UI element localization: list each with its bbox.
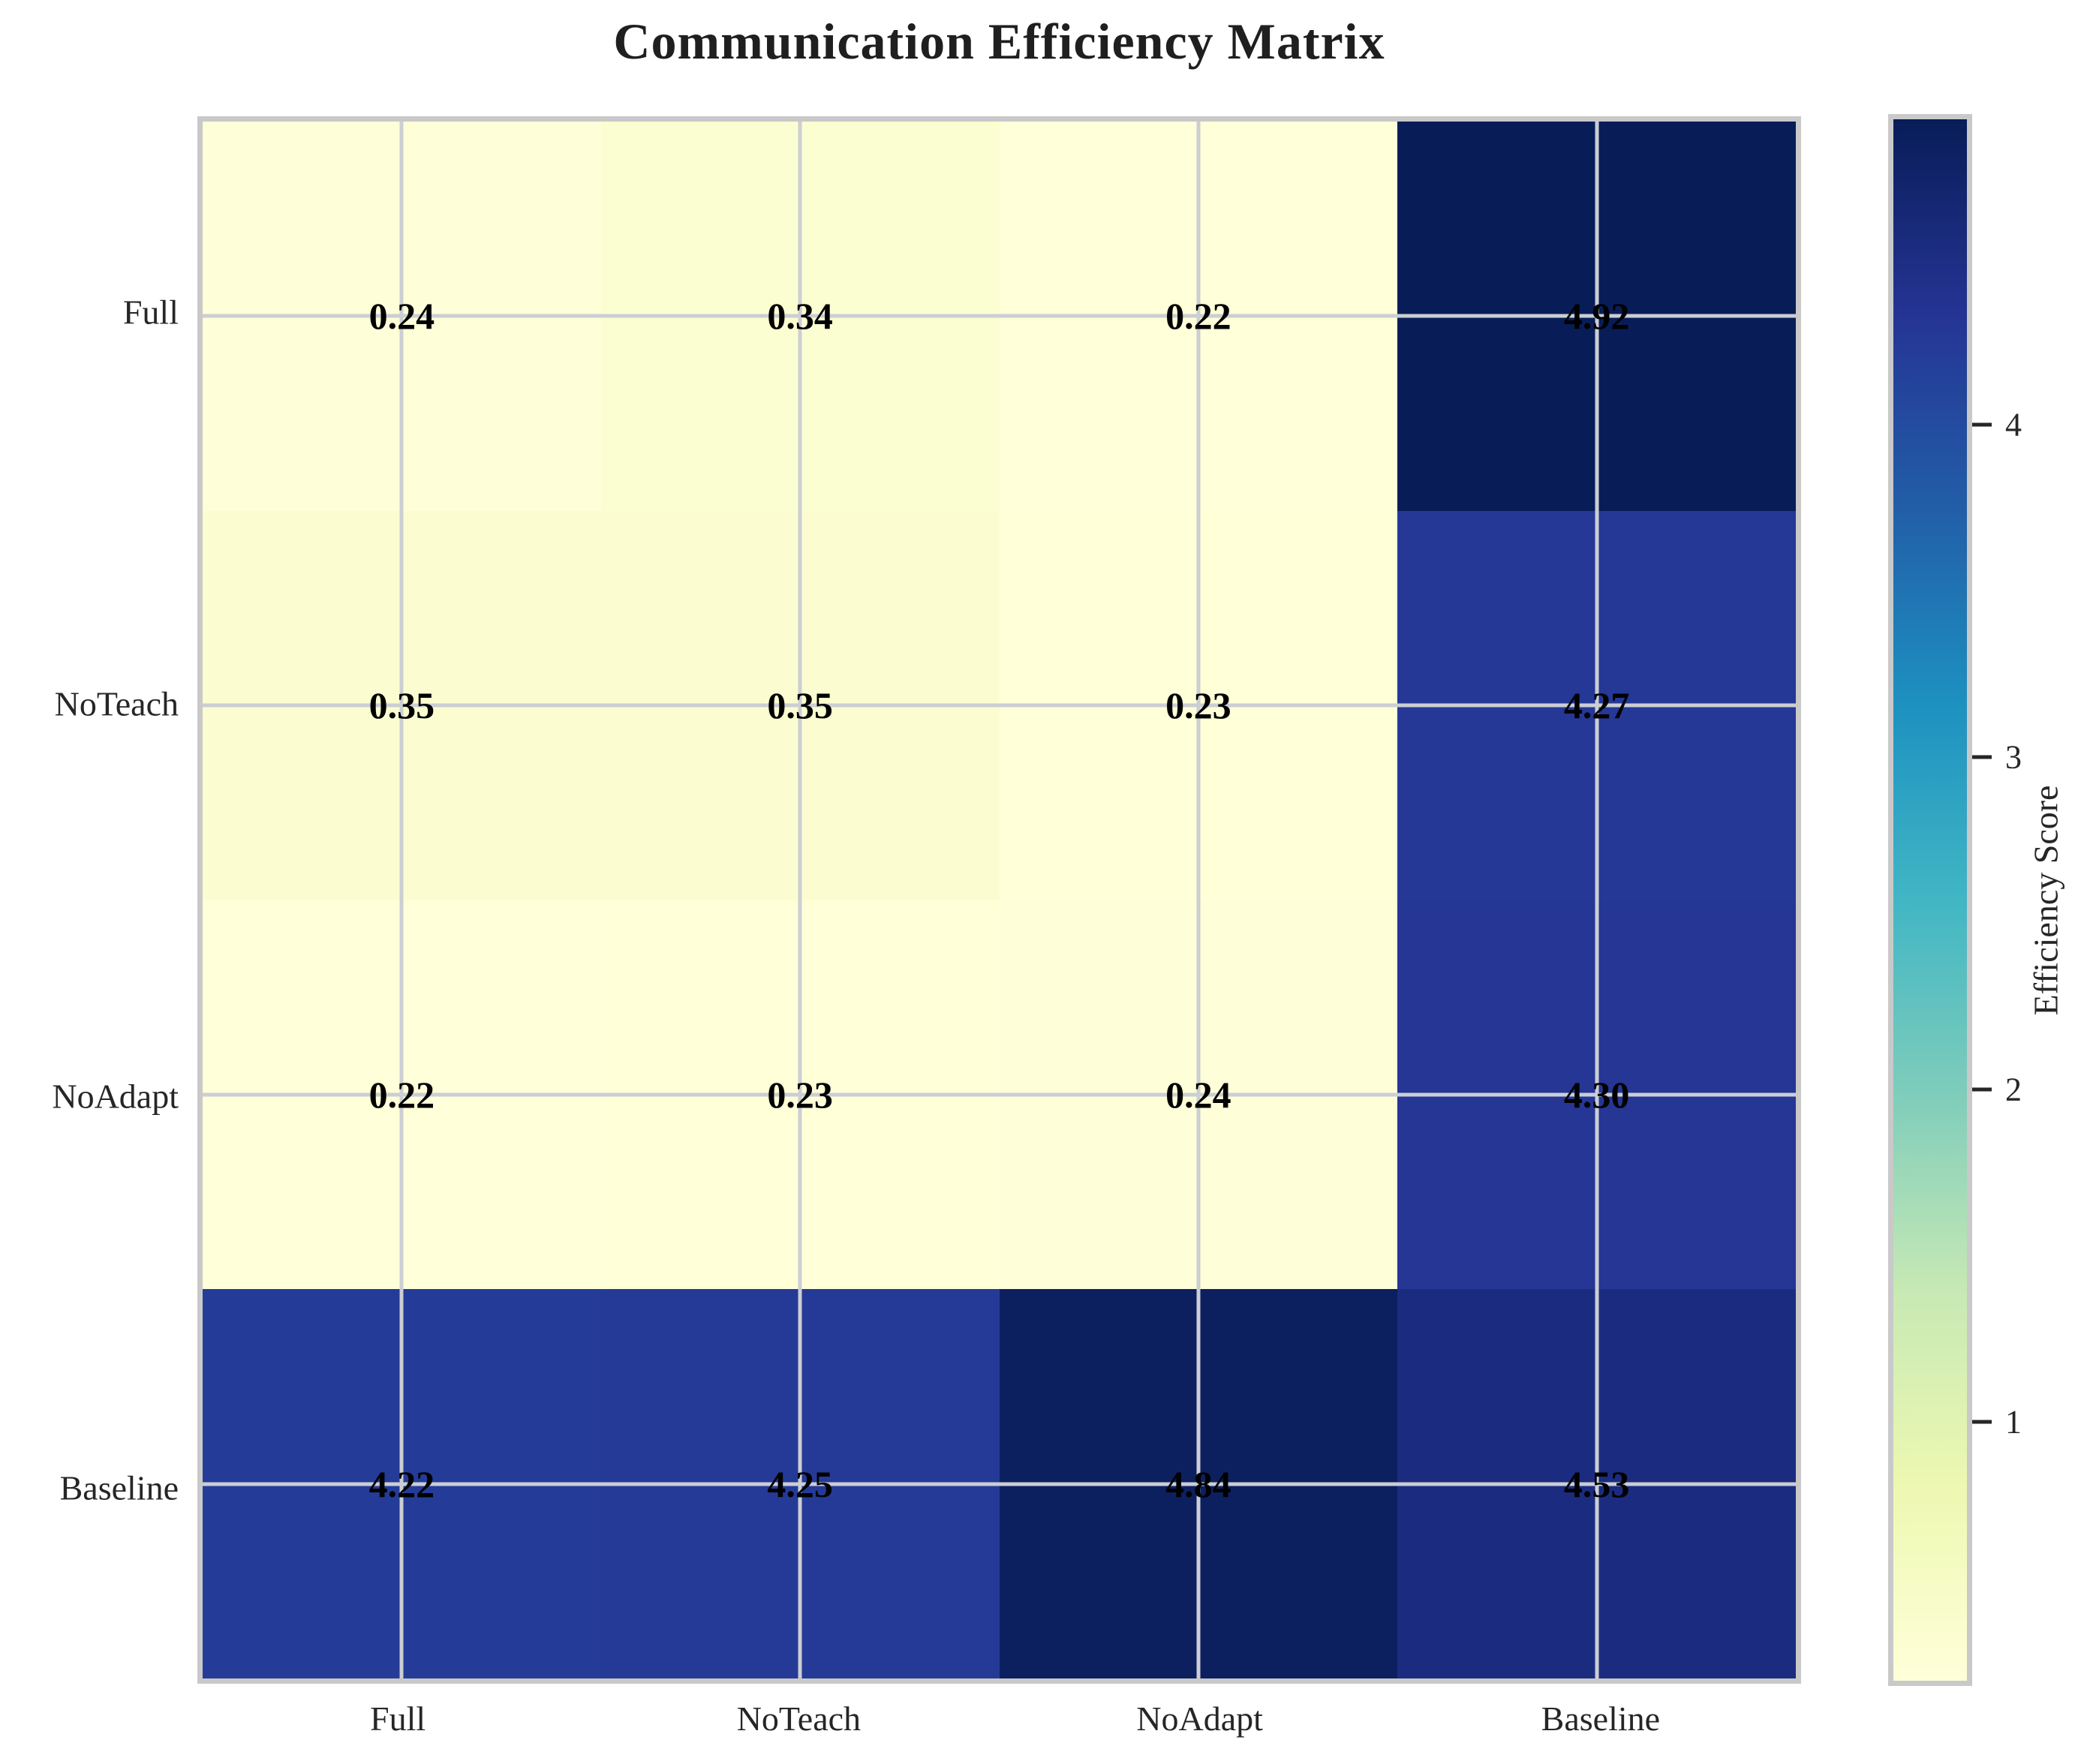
colorbar-ticks: 4 3 2 1 — [1972, 119, 2092, 1681]
cell-value: 0.22 — [368, 1073, 435, 1116]
chart-title: Communication Efficiency Matrix — [613, 13, 1385, 70]
colorbar-tick-label-3: 3 — [2005, 738, 2022, 776]
heatmap-cells: 0.24 0.34 0.22 4.92 0.35 0.35 0.23 4.27 0.22 0.23… — [203, 122, 1796, 1678]
heatmap-cell-Full-Baseline: 4.92 — [1397, 122, 1796, 511]
colorbar-gradient — [1893, 119, 1967, 1681]
y-tick-label-Baseline: Baseline — [59, 1468, 179, 1507]
heatmap-cell-Full-NoAdapt: 0.22 — [999, 122, 1398, 511]
heatmap-cell-Baseline-NoTeach: 4.25 — [600, 1289, 1000, 1678]
heatmap-cell-NoTeach-Baseline: 4.27 — [1397, 510, 1796, 900]
cell-value: 4.22 — [368, 1462, 435, 1505]
cell-value: 4.92 — [1563, 295, 1630, 338]
x-tick-label-NoAdapt: NoAdapt — [1136, 1699, 1263, 1738]
heatmap-cell-NoAdapt-NoTeach: 0.23 — [600, 900, 1000, 1290]
y-axis-tick-labels: Full NoTeach NoAdapt Baseline — [0, 116, 179, 1684]
colorbar-tick-label-4: 4 — [2005, 406, 2022, 443]
colorbar — [1888, 114, 1972, 1686]
cell-value: 0.24 — [368, 295, 435, 338]
y-tick-label-NoTeach: NoTeach — [54, 684, 179, 723]
heatmap-cell-Full-Full: 0.24 — [203, 122, 601, 511]
x-axis-tick-labels: Full NoTeach NoAdapt Baseline — [197, 1690, 1801, 1750]
cell-value: 0.23 — [1165, 684, 1231, 727]
heatmap-cell-NoTeach-NoTeach: 0.35 — [600, 510, 1000, 900]
heatmap-cell-NoTeach-NoAdapt: 0.23 — [999, 510, 1398, 900]
cell-value: 4.30 — [1563, 1073, 1630, 1116]
heatmap-cell-Baseline-NoAdapt: 4.84 — [999, 1289, 1398, 1678]
colorbar-tick-mark — [1972, 1087, 1992, 1092]
colorbar-tick-mark — [1972, 755, 1992, 759]
cell-value: 4.25 — [767, 1462, 833, 1505]
x-tick-label-NoTeach: NoTeach — [736, 1699, 862, 1738]
heatmap-cell-NoAdapt-Baseline: 4.30 — [1397, 900, 1796, 1290]
colorbar-tick-mark — [1972, 1420, 1992, 1424]
cell-value: 0.24 — [1165, 1073, 1231, 1116]
heatmap-cell-NoAdapt-Full: 0.22 — [203, 900, 601, 1290]
heatmap-cell-Full-NoTeach: 0.34 — [600, 122, 1000, 511]
cell-value: 0.35 — [767, 684, 833, 727]
cell-value: 4.53 — [1563, 1462, 1630, 1505]
heatmap-plot: 0.24 0.34 0.22 4.92 0.35 0.35 0.23 4.27 0.22 0.23… — [197, 116, 1801, 1684]
cell-value: 4.84 — [1165, 1462, 1231, 1505]
cell-value: 4.27 — [1563, 684, 1630, 727]
colorbar-tick-label-2: 2 — [2005, 1071, 2022, 1108]
heatmap-cell-NoAdapt-NoAdapt: 0.24 — [999, 900, 1398, 1290]
colorbar-tick-label-1: 1 — [2005, 1403, 2022, 1441]
y-tick-label-NoAdapt: NoAdapt — [52, 1077, 179, 1116]
y-tick-label-Full: Full — [122, 293, 179, 332]
heatmap-cell-Baseline-Full: 4.22 — [203, 1289, 601, 1678]
colorbar-tick-mark — [1972, 422, 1992, 427]
colorbar-axis-label: Efficiency Score — [2026, 785, 2065, 1016]
cell-value: 0.23 — [767, 1073, 833, 1116]
x-tick-label-Full: Full — [370, 1699, 426, 1738]
heatmap-cell-Baseline-Baseline: 4.53 — [1397, 1289, 1796, 1678]
heatmap-cell-NoTeach-Full: 0.35 — [203, 510, 601, 900]
cell-value: 0.34 — [767, 295, 833, 338]
cell-value: 0.22 — [1165, 295, 1231, 338]
cell-value: 0.35 — [368, 684, 435, 727]
x-tick-label-Baseline: Baseline — [1541, 1699, 1661, 1738]
